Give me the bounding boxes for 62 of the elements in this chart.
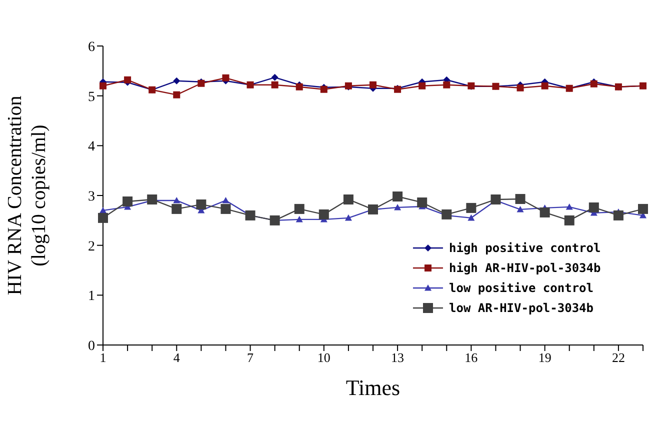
point: [318, 209, 329, 220]
y-tick-label: 2: [88, 239, 95, 254]
point: [222, 74, 230, 82]
x-tick-label: 7: [247, 350, 254, 366]
x-tick-label: 1: [100, 350, 106, 366]
point: [442, 209, 452, 220]
point: [271, 81, 278, 88]
point: [172, 204, 182, 214]
x-tick-label: 10: [317, 350, 330, 366]
point: [417, 197, 428, 208]
x-tick-label: 13: [391, 350, 404, 366]
point: [564, 215, 574, 226]
point: [418, 82, 426, 90]
point: [220, 204, 231, 214]
point: [566, 203, 573, 210]
x-tick-label: 4: [173, 350, 180, 366]
point: [343, 194, 354, 204]
y-tick-label: 0: [88, 338, 95, 354]
point: [490, 194, 501, 204]
point: [271, 74, 278, 81]
y-tick-label: 3: [88, 189, 95, 204]
legend-label: high positive control: [449, 240, 601, 257]
x-tick-label: 19: [538, 350, 552, 366]
legend-label: low AR-HIV-pol-3034b: [449, 300, 594, 317]
point: [638, 204, 648, 214]
point: [196, 199, 206, 210]
x-tick-label: 16: [464, 350, 478, 366]
y-tick-label: 1: [88, 289, 95, 304]
y-tick-label: 5: [88, 90, 95, 105]
y-axis-title: HIV RNA Concentration (log10 copies/ml): [4, 96, 50, 296]
point: [392, 191, 403, 202]
point: [222, 196, 230, 204]
point: [344, 214, 352, 221]
point: [124, 76, 132, 84]
point: [468, 214, 475, 221]
point: [540, 207, 550, 218]
point: [515, 194, 526, 204]
point: [100, 206, 106, 214]
point: [100, 82, 106, 90]
legend-label: high AR-HIV-pol-3034b: [449, 260, 601, 277]
point: [296, 216, 303, 222]
point: [516, 206, 524, 212]
y-tick-label: 4: [88, 140, 95, 155]
point: [394, 204, 402, 210]
x-tick-label: 22: [612, 350, 625, 366]
x-axis-title: Times: [346, 375, 400, 400]
point: [122, 196, 133, 206]
point: [173, 196, 180, 204]
legend-label: low positive control: [449, 280, 594, 297]
point: [516, 84, 524, 92]
point: [173, 77, 180, 84]
point: [588, 202, 599, 212]
point: [370, 81, 376, 88]
point: [147, 194, 158, 204]
y-tick-label: 6: [88, 40, 95, 55]
point: [173, 91, 180, 98]
point: [613, 210, 624, 220]
point: [466, 202, 476, 213]
point: [98, 212, 108, 223]
point: [294, 204, 304, 214]
point: [443, 81, 450, 88]
point: [541, 82, 548, 90]
